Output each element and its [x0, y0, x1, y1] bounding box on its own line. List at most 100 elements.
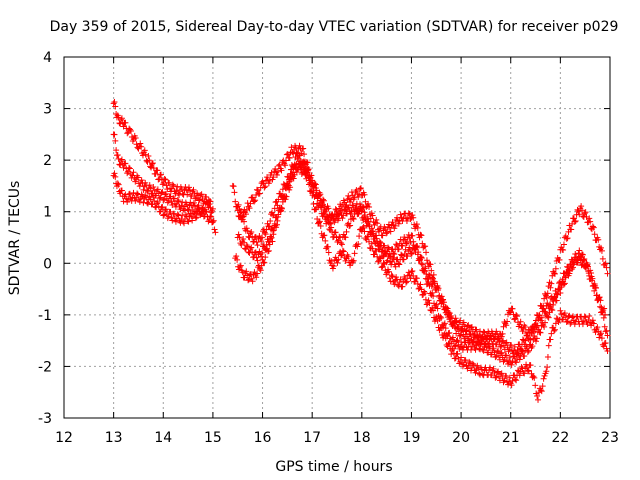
- data-point: [503, 352, 510, 359]
- data-point: [247, 200, 254, 207]
- data-point: [344, 205, 351, 212]
- data-point: [114, 151, 121, 158]
- data-point: [375, 258, 382, 265]
- data-point: [193, 214, 200, 221]
- data-point: [399, 283, 406, 290]
- data-point: [360, 204, 367, 211]
- data-point: [552, 265, 559, 272]
- data-point: [481, 329, 488, 336]
- data-point: [325, 249, 332, 256]
- data-point: [178, 202, 185, 209]
- data-point: [493, 328, 500, 335]
- data-point: [437, 324, 444, 331]
- data-point: [590, 320, 597, 327]
- data-point: [266, 223, 273, 230]
- data-point: [373, 235, 380, 242]
- data-point: [578, 262, 585, 269]
- data-point: [111, 99, 118, 106]
- data-point: [466, 358, 473, 365]
- data-point: [422, 296, 429, 303]
- data-point: [248, 275, 255, 282]
- data-point: [446, 340, 453, 347]
- data-point: [491, 370, 498, 377]
- data-point: [174, 211, 181, 218]
- data-point: [329, 265, 336, 272]
- data-point: [247, 270, 254, 277]
- data-point: [324, 243, 331, 250]
- data-point: [415, 249, 422, 256]
- data-point: [301, 151, 308, 158]
- data-point: [548, 280, 555, 287]
- data-point: [274, 202, 281, 209]
- data-point: [438, 300, 445, 307]
- data-point: [563, 269, 570, 276]
- data-point: [259, 234, 266, 241]
- data-point: [292, 144, 299, 151]
- data-point: [561, 280, 568, 287]
- data-point: [452, 355, 459, 362]
- data-point: [359, 225, 366, 232]
- data-point: [143, 157, 150, 164]
- data-point: [152, 170, 159, 177]
- data-point: [528, 325, 535, 332]
- data-point: [424, 276, 431, 283]
- data-point: [554, 291, 561, 298]
- data-point: [308, 177, 315, 184]
- data-point: [483, 335, 490, 342]
- data-point: [503, 322, 510, 329]
- data-point: [591, 231, 598, 238]
- data-point: [379, 248, 386, 255]
- data-point: [300, 158, 307, 165]
- data-point: [510, 311, 517, 318]
- data-point: [144, 200, 151, 207]
- data-point: [350, 215, 357, 222]
- x-tick-label: 17: [303, 430, 321, 446]
- data-point: [185, 184, 192, 191]
- data-point: [468, 324, 475, 331]
- data-point: [525, 347, 532, 354]
- data-point: [347, 222, 354, 229]
- data-point: [305, 166, 312, 173]
- data-point: [191, 211, 198, 218]
- data-point: [363, 222, 370, 229]
- data-point: [434, 284, 441, 291]
- data-point: [353, 187, 360, 194]
- data-point: [395, 260, 402, 267]
- data-point: [281, 160, 288, 167]
- data-point: [457, 317, 464, 324]
- data-point: [325, 205, 332, 212]
- data-point: [258, 253, 265, 260]
- data-point: [166, 179, 173, 186]
- data-point: [598, 335, 605, 342]
- data-point: [246, 205, 253, 212]
- data-point: [552, 287, 559, 294]
- data-point: [597, 297, 604, 304]
- data-point: [544, 300, 551, 307]
- data-point: [366, 244, 373, 251]
- data-point: [125, 164, 132, 171]
- data-point: [256, 233, 263, 240]
- data-point: [517, 345, 524, 352]
- data-point: [207, 213, 214, 220]
- data-point: [165, 197, 172, 204]
- data-point: [360, 217, 367, 224]
- data-point: [253, 274, 260, 281]
- data-point: [278, 205, 285, 212]
- data-point: [384, 244, 391, 251]
- data-point: [246, 234, 253, 241]
- data-point: [169, 202, 176, 209]
- data-point: [205, 204, 212, 211]
- data-point: [590, 224, 597, 231]
- data-point: [392, 222, 399, 229]
- data-point: [340, 248, 347, 255]
- data-point: [273, 171, 280, 178]
- data-point: [449, 334, 456, 341]
- data-point: [174, 197, 181, 204]
- data-point: [398, 251, 405, 258]
- data-point: [440, 334, 447, 341]
- data-point: [513, 377, 520, 384]
- data-point: [356, 191, 363, 198]
- data-point: [551, 326, 558, 333]
- data-point: [374, 220, 381, 227]
- data-point: [321, 232, 328, 239]
